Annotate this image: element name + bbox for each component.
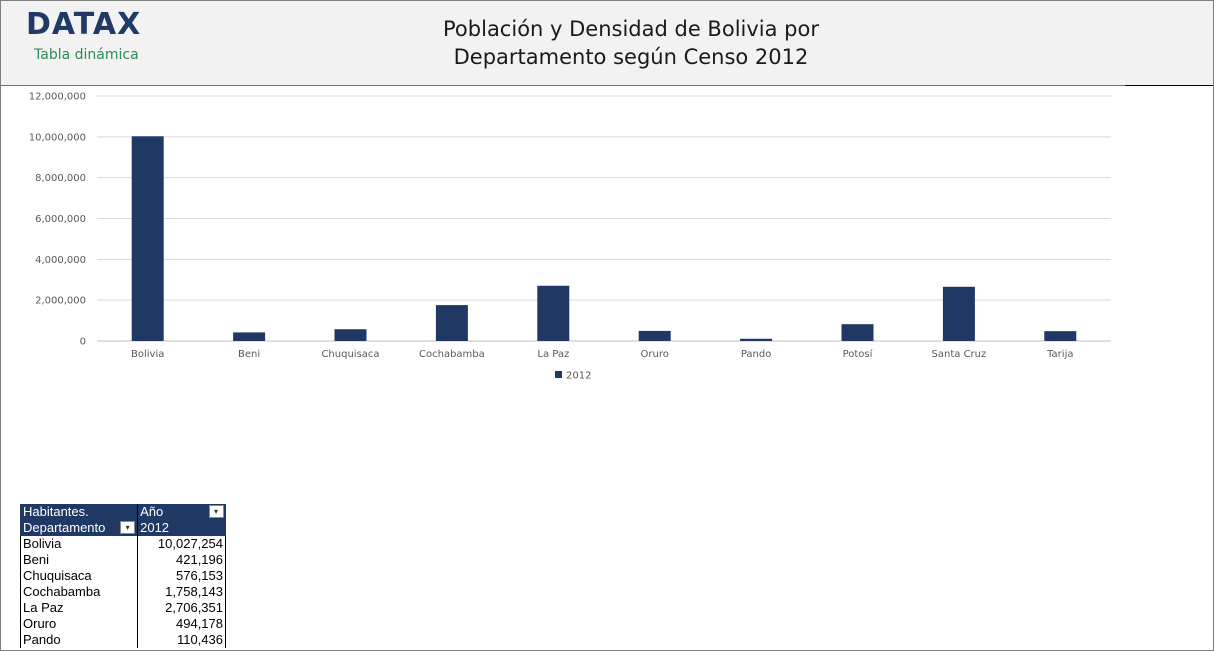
pivot-row-value: 2,706,351 xyxy=(137,600,226,616)
logo-subtitle: Tabla dinámica xyxy=(34,47,139,63)
pivot-row-label: Pando xyxy=(19,632,139,648)
pivot-row-label: Cochabamba xyxy=(19,584,139,600)
x-tick-label: Pando xyxy=(741,349,772,360)
dropdown-icon[interactable]: ▾ xyxy=(120,521,136,534)
x-tick-label: Beni xyxy=(238,349,260,360)
pivot-row[interactable]: Cochabamba 1,758,143 xyxy=(19,584,226,600)
pivot-row-value: 576,153 xyxy=(137,568,226,584)
pivot-row-label: La Paz xyxy=(19,600,139,616)
y-tick-label: 6,000,000 xyxy=(35,214,86,225)
x-tick-label: Tarija xyxy=(1046,349,1073,360)
pivot-row-label: Beni xyxy=(19,552,139,568)
y-tick-label: 4,000,000 xyxy=(35,255,86,266)
title-line-2: Departamento según Censo 2012 xyxy=(453,45,809,69)
pivot-row-field-label: Departamento xyxy=(23,520,106,535)
population-bar-chart: 0 2,000,000 4,000,000 6,000,000 8,000,000 10,… xyxy=(29,92,1111,382)
x-tick-label: Santa Cruz xyxy=(932,349,987,360)
pivot-row-label: Oruro xyxy=(19,616,139,632)
pivot-row-value: 421,196 xyxy=(137,552,226,568)
bar-bolivia xyxy=(131,136,164,341)
y-tick-label: 8,000,000 xyxy=(35,173,86,184)
header-rule xyxy=(1125,85,1213,86)
pivot-row-label: Chuquisaca xyxy=(19,568,139,584)
pivot-row[interactable]: Bolivia 10,027,254 xyxy=(19,536,226,552)
bar-tarija xyxy=(1044,331,1077,341)
bar-la-paz xyxy=(537,285,570,341)
bar-oruro xyxy=(638,330,671,341)
pivot-row[interactable]: La Paz 2,706,351 xyxy=(19,600,226,616)
pivot-table: Habitantes. Año ▾ Departamento ▾ 2012 Bo… xyxy=(19,504,226,648)
x-tick-label: Potosí xyxy=(843,348,874,360)
bar-cochabamba xyxy=(435,305,468,341)
report-title: Población y Densidad de Bolivia por Depa… xyxy=(331,15,931,71)
x-tick-label: Cochabamba xyxy=(419,349,485,360)
datax-logo: DATAX xyxy=(26,7,142,42)
x-tick-label: Bolivia xyxy=(131,349,164,360)
pivot-values-label: Habitantes. xyxy=(19,504,139,520)
pivot-header-row: Departamento ▾ 2012 xyxy=(19,520,226,536)
bar-pando xyxy=(740,338,773,341)
pivot-row[interactable]: Oruro 494,178 xyxy=(19,616,226,632)
pivot-row[interactable]: Beni 421,196 xyxy=(19,552,226,568)
pivot-row-label: Bolivia xyxy=(19,536,139,552)
bar-chuquisaca xyxy=(334,329,367,341)
bar-potosí xyxy=(841,324,874,341)
x-tick-label: La Paz xyxy=(537,349,569,360)
bar-beni xyxy=(233,332,266,341)
legend-label: 2012 xyxy=(566,371,591,382)
title-line-1: Población y Densidad de Bolivia por xyxy=(443,17,819,41)
y-tick-label: 2,000,000 xyxy=(35,296,86,307)
pivot-row[interactable]: Chuquisaca 576,153 xyxy=(19,568,226,584)
pivot-header-row: Habitantes. Año ▾ xyxy=(19,504,226,520)
pivot-row-field[interactable]: Departamento ▾ xyxy=(19,520,139,536)
pivot-row-value: 10,027,254 xyxy=(137,536,226,552)
pivot-column-field[interactable]: Año ▾ xyxy=(137,504,226,520)
pivot-year-header: 2012 xyxy=(137,520,226,536)
report-header: DATAX Tabla dinámica Población y Densida… xyxy=(1,1,1213,86)
pivot-row-value: 494,178 xyxy=(137,616,226,632)
x-tick-label: Chuquisaca xyxy=(321,349,379,360)
pivot-row-value: 1,758,143 xyxy=(137,584,226,600)
pivot-column-field-label: Año xyxy=(140,504,164,519)
filter-icon[interactable]: ▾ xyxy=(208,505,224,518)
legend-swatch xyxy=(555,371,562,378)
y-tick-label: 10,000,000 xyxy=(29,132,86,143)
x-tick-label: Oruro xyxy=(641,349,669,360)
pivot-row-value: 110,436 xyxy=(137,632,226,648)
bar-santa-cruz xyxy=(942,286,975,341)
pivot-row[interactable]: Pando 110,436 xyxy=(19,632,226,648)
y-tick-label: 0 xyxy=(80,337,86,348)
y-tick-label: 12,000,000 xyxy=(29,92,86,103)
